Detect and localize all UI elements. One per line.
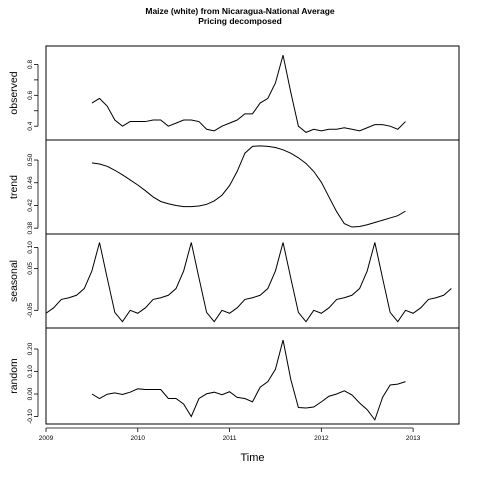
y-tick-label-random: -0.10 (27, 409, 34, 424)
panel-label-seasonal: seasonal (8, 260, 20, 302)
chart-title-line-2: Pricing decomposed (198, 16, 282, 26)
chart-title: Maize (white) from Nicaragua-National Av… (0, 6, 480, 26)
chart-title-line-1: Maize (white) from Nicaragua-National Av… (145, 6, 335, 16)
x-tick-label: 2010 (131, 435, 146, 442)
panel-label-random: random (8, 358, 20, 394)
y-tick-label-seasonal: 0.05 (27, 262, 34, 275)
y-tick-label-trend: 0.42 (27, 199, 34, 212)
y-tick-label-observed: 0.6 (27, 90, 34, 99)
y-tick-label-random: 0.20 (27, 342, 34, 355)
y-tick-label-random: 0.00 (27, 387, 34, 400)
x-tick-label: 2011 (223, 435, 237, 442)
x-axis-label: Time (240, 452, 264, 464)
y-tick-label-observed: 0.4 (27, 121, 34, 130)
panel-frame-observed (45, 45, 460, 141)
x-tick-label: 2013 (406, 435, 421, 442)
y-tick-label-trend: 0.46 (27, 176, 34, 189)
x-tick-label: 2012 (314, 435, 329, 442)
y-tick-label-trend: 0.38 (27, 221, 34, 234)
y-tick-label-trend: 0.50 (27, 153, 34, 166)
y-tick-label-random: 0.10 (27, 365, 34, 378)
panel-label-trend: trend (8, 175, 20, 199)
y-tick-label-seasonal: 0.10 (27, 241, 34, 254)
series-line-seasonal (45, 242, 452, 323)
panel-frame-random (45, 327, 460, 425)
panel-label-observed: observed (8, 71, 20, 114)
x-tick-label: 2009 (39, 435, 54, 442)
y-tick-label-seasonal: -0.05 (27, 303, 34, 318)
y-tick-label-observed: 0.8 (27, 60, 34, 69)
series-line-trend (91, 145, 406, 228)
panel-frame-trend (45, 139, 460, 235)
series-line-observed (91, 55, 406, 133)
series-line-random (91, 339, 406, 421)
